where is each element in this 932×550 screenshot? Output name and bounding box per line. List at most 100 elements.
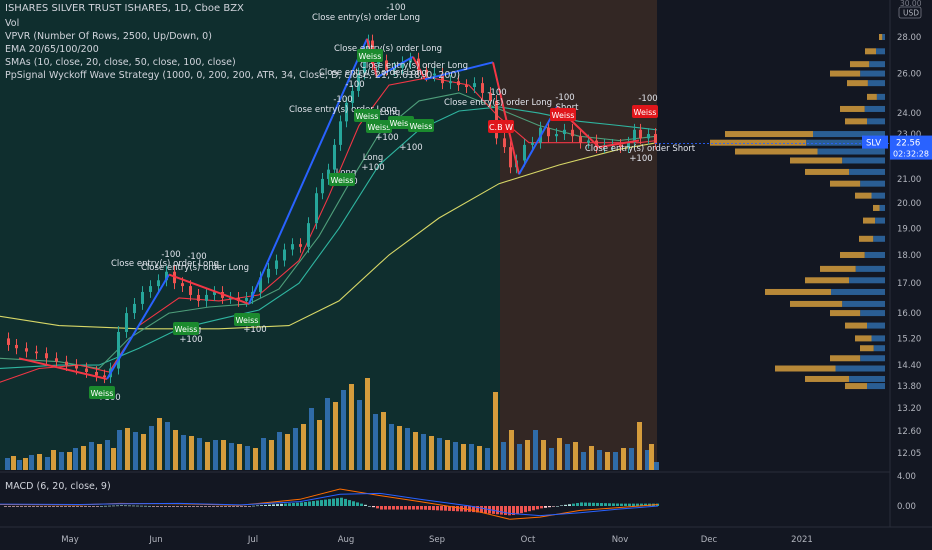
vpvr-row-up	[871, 192, 885, 199]
volume-bar-up	[89, 442, 94, 470]
vpvr-row-up	[842, 157, 885, 164]
macd-histogram-bar	[500, 506, 503, 515]
macd-histogram-bar	[96, 506, 99, 507]
volume-bar-up	[654, 462, 659, 470]
signal-box	[173, 322, 199, 335]
legend-ema[interactable]: EMA 20/65/100/200	[5, 44, 99, 55]
macd-histogram-bar	[132, 505, 135, 507]
wave-segment-5	[376, 55, 414, 79]
signal-label: Weiss	[410, 122, 433, 131]
vpvr-row-down	[840, 105, 865, 112]
volume-bar-up	[213, 440, 218, 470]
macd-histogram-bar	[556, 506, 559, 507]
chart-title: ISHARES SILVER TRUST ISHARES, 1D, Cboe B…	[5, 3, 244, 14]
volume-bar-down	[429, 436, 434, 470]
volume-bar-down	[573, 442, 578, 470]
candle-body	[25, 348, 28, 352]
candle-body	[75, 365, 78, 369]
macd-histogram-bar	[632, 503, 635, 506]
legend-vpvr[interactable]: VPVR (Number Of Rows, 2500, Up/Down, 0)	[5, 31, 212, 42]
volume-bar-down	[349, 384, 354, 470]
volume-bar-up	[565, 444, 570, 470]
volume-bar-down	[649, 444, 654, 470]
macd-histogram-bar	[88, 506, 91, 507]
macd-histogram-bar	[612, 503, 615, 506]
macd-histogram-bar	[456, 506, 459, 512]
volume-bar-up	[29, 455, 34, 470]
macd-histogram-bar	[288, 503, 291, 506]
trade-label: -100	[161, 250, 180, 260]
volume-bar-down	[413, 432, 418, 470]
macd-histogram-bar	[12, 506, 15, 507]
volume-bar-down	[189, 436, 194, 470]
candle-body	[433, 73, 436, 76]
macd-indicator	[0, 488, 659, 520]
macd-histogram-bar	[20, 506, 23, 507]
vpvr-row-down	[879, 34, 883, 40]
candle-body	[351, 90, 354, 103]
volume-bar-down	[477, 446, 482, 470]
signal-box	[329, 173, 355, 186]
vpvr-row-up	[867, 80, 885, 87]
signal-label: Weiss	[368, 123, 391, 132]
trade-label: Close entry(s) order Long	[141, 263, 249, 273]
legend-vol[interactable]: Vol	[5, 18, 20, 29]
macd-histogram-bar	[4, 506, 7, 507]
candle-body	[495, 100, 498, 139]
candle-body	[315, 193, 318, 224]
candle-body	[283, 249, 286, 261]
macd-histogram-bar	[284, 503, 287, 506]
macd-histogram-bar	[376, 506, 379, 509]
vpvr-row-down	[830, 355, 861, 362]
bar-countdown: 02:32:28	[893, 150, 929, 159]
vpvr-row-up	[842, 300, 885, 307]
macd-histogram-bar	[24, 506, 27, 507]
vpvr-row-down	[820, 265, 856, 272]
volume-bar-down	[605, 452, 610, 470]
volume-bar-up	[45, 457, 50, 470]
macd-histogram-bar	[624, 503, 627, 506]
vpvr-row-up	[873, 235, 885, 242]
candle-body	[259, 277, 262, 292]
vpvr-row-down	[805, 277, 849, 284]
legend-sma[interactable]: SMAs (10, close, 20, close, 50, close, 1…	[5, 57, 236, 68]
macd-histogram-bar	[244, 506, 247, 507]
macd-histogram-bar	[416, 506, 419, 510]
trade-label: Close entry(s) order Long	[312, 13, 420, 23]
candle-body	[393, 67, 396, 70]
volume-bar-up	[17, 460, 22, 470]
trade-label: +100	[375, 133, 398, 143]
macd-histogram-bar	[552, 506, 555, 507]
volume-bar-down	[589, 446, 594, 470]
candle-body	[639, 129, 642, 139]
candle-body	[291, 244, 294, 250]
volume-bar-up	[613, 452, 618, 470]
macd-histogram-bar	[192, 506, 195, 507]
vpvr-row-down	[710, 139, 807, 146]
legend-macd[interactable]: MACD (6, 20, close, 9)	[5, 481, 111, 492]
time-tick-label: Dec	[701, 535, 718, 545]
volume-bar-down	[253, 448, 258, 470]
vpvr-row-down	[790, 157, 843, 164]
macd-histogram-bar	[120, 505, 123, 507]
legend-wyckoff[interactable]: PpSignal Wyckoff Wave Strategy (1000, 0,…	[5, 70, 461, 81]
wave-segment-11	[598, 139, 640, 149]
macd-histogram-bar	[420, 506, 423, 510]
macd-histogram-bar	[608, 503, 611, 506]
backtest-zone-orange	[500, 0, 657, 470]
vpvr-row-down	[830, 310, 861, 317]
candle-body	[633, 129, 636, 143]
macd-histogram-bar	[60, 506, 63, 507]
price-tick-label: 14.40	[897, 361, 921, 371]
macd-histogram-bar	[208, 506, 211, 507]
macd-histogram-bar	[152, 506, 155, 507]
volume-bar-down	[461, 444, 466, 470]
candle-body	[15, 344, 18, 349]
trade-label: Long	[363, 153, 384, 163]
macd-histogram-bar	[568, 504, 571, 506]
macd-histogram-bar	[16, 506, 19, 507]
volume-bar-down	[509, 430, 514, 470]
macd-histogram-bar	[380, 506, 383, 510]
candle-body	[7, 338, 10, 345]
